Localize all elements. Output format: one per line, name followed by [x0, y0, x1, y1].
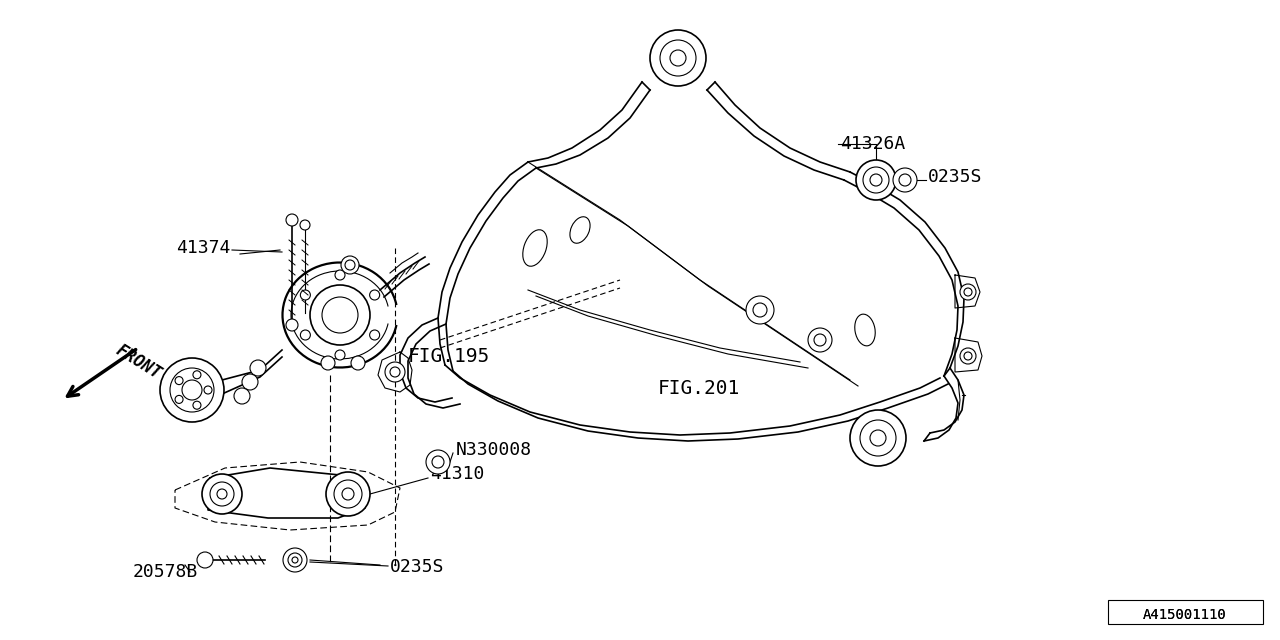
- Circle shape: [433, 456, 444, 468]
- Text: 20578B: 20578B: [133, 563, 198, 581]
- Circle shape: [193, 401, 201, 409]
- Circle shape: [335, 350, 346, 360]
- Circle shape: [204, 386, 212, 394]
- Circle shape: [860, 420, 896, 456]
- Circle shape: [292, 557, 298, 563]
- Text: 41374: 41374: [175, 239, 230, 257]
- Circle shape: [746, 296, 774, 324]
- Circle shape: [340, 256, 358, 274]
- Circle shape: [160, 358, 224, 422]
- Circle shape: [182, 380, 202, 400]
- Circle shape: [960, 348, 977, 364]
- Text: 0235S: 0235S: [928, 168, 982, 186]
- Circle shape: [301, 330, 310, 340]
- Circle shape: [285, 214, 298, 226]
- Circle shape: [426, 450, 451, 474]
- Circle shape: [218, 489, 227, 499]
- Circle shape: [370, 290, 380, 300]
- Circle shape: [964, 288, 972, 296]
- Text: A415001110: A415001110: [1143, 608, 1226, 622]
- Circle shape: [351, 356, 365, 370]
- Ellipse shape: [570, 217, 590, 243]
- Circle shape: [175, 376, 183, 385]
- Circle shape: [370, 330, 380, 340]
- Circle shape: [285, 319, 298, 331]
- Circle shape: [310, 285, 370, 345]
- Circle shape: [814, 334, 826, 346]
- Circle shape: [335, 270, 346, 280]
- Circle shape: [197, 552, 212, 568]
- Text: FRONT: FRONT: [113, 341, 165, 383]
- Circle shape: [210, 482, 234, 506]
- Circle shape: [850, 410, 906, 466]
- Circle shape: [202, 474, 242, 514]
- Circle shape: [342, 488, 355, 500]
- Circle shape: [250, 360, 266, 376]
- Circle shape: [893, 168, 916, 192]
- Polygon shape: [378, 352, 412, 392]
- Circle shape: [899, 174, 911, 186]
- Ellipse shape: [522, 230, 548, 266]
- Circle shape: [863, 167, 890, 193]
- Polygon shape: [207, 468, 369, 518]
- Circle shape: [323, 297, 358, 333]
- Circle shape: [175, 396, 183, 403]
- Text: N330008: N330008: [456, 441, 532, 459]
- Circle shape: [346, 260, 355, 270]
- Circle shape: [856, 160, 896, 200]
- Circle shape: [321, 356, 335, 370]
- Circle shape: [283, 548, 307, 572]
- Text: 0235S: 0235S: [390, 558, 444, 576]
- Circle shape: [964, 352, 972, 360]
- Polygon shape: [955, 338, 982, 372]
- Polygon shape: [955, 275, 980, 308]
- Circle shape: [301, 290, 310, 300]
- Circle shape: [242, 374, 259, 390]
- Text: A415001110: A415001110: [1143, 608, 1226, 622]
- Circle shape: [334, 480, 362, 508]
- Circle shape: [234, 388, 250, 404]
- Text: FIG.195: FIG.195: [408, 346, 490, 365]
- Circle shape: [808, 328, 832, 352]
- Circle shape: [960, 284, 977, 300]
- Circle shape: [326, 472, 370, 516]
- Circle shape: [669, 50, 686, 66]
- Circle shape: [288, 553, 302, 567]
- Circle shape: [300, 220, 310, 230]
- Text: 41326A: 41326A: [840, 135, 905, 153]
- Text: FIG.201: FIG.201: [658, 378, 740, 397]
- Ellipse shape: [855, 314, 876, 346]
- Circle shape: [650, 30, 707, 86]
- Circle shape: [753, 303, 767, 317]
- Circle shape: [660, 40, 696, 76]
- Text: 41310: 41310: [430, 465, 484, 483]
- Circle shape: [390, 367, 399, 377]
- Circle shape: [870, 430, 886, 446]
- Circle shape: [193, 371, 201, 379]
- Circle shape: [870, 174, 882, 186]
- FancyBboxPatch shape: [1108, 600, 1263, 624]
- Circle shape: [385, 362, 404, 382]
- Circle shape: [170, 368, 214, 412]
